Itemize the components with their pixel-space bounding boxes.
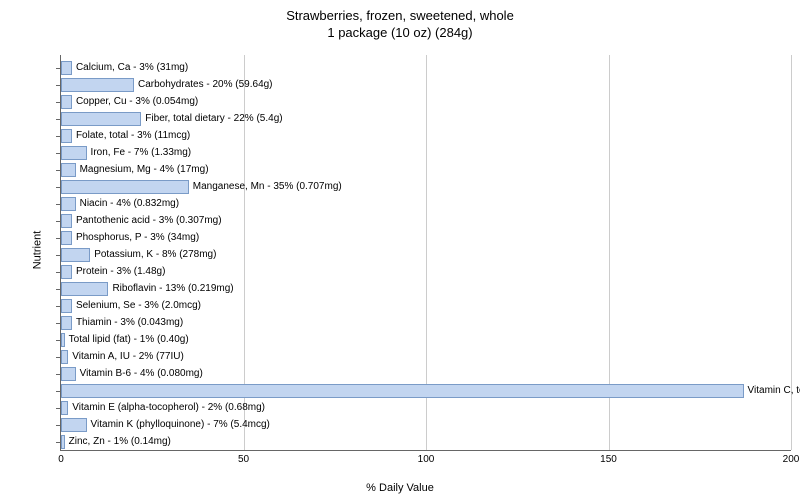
bar-label: Riboflavin - 13% (0.219mg) bbox=[112, 282, 233, 296]
bar-label: Phosphorus, P - 3% (34mg) bbox=[76, 231, 199, 245]
bar-label: Vitamin K (phylloquinone) - 7% (5.4mcg) bbox=[91, 418, 270, 432]
bar bbox=[61, 248, 90, 262]
x-tick-label: 0 bbox=[58, 454, 64, 465]
bar bbox=[61, 61, 72, 75]
bar-label: Calcium, Ca - 3% (31mg) bbox=[76, 61, 188, 75]
bar-label: Copper, Cu - 3% (0.054mg) bbox=[76, 95, 198, 109]
bar bbox=[61, 299, 72, 313]
bar bbox=[61, 350, 68, 364]
bar-label: Folate, total - 3% (11mcg) bbox=[76, 129, 190, 143]
x-tick-label: 100 bbox=[418, 454, 435, 465]
bar bbox=[61, 333, 65, 347]
bar-label: Total lipid (fat) - 1% (0.40g) bbox=[69, 333, 189, 347]
bar bbox=[61, 418, 87, 432]
bar bbox=[61, 214, 72, 228]
title-line-2: 1 package (10 oz) (284g) bbox=[327, 25, 472, 40]
bar-label: Potassium, K - 8% (278mg) bbox=[94, 248, 216, 262]
bar bbox=[61, 435, 65, 449]
bar bbox=[61, 316, 72, 330]
plot-area: 050100150200Calcium, Ca - 3% (31mg)Carbo… bbox=[60, 55, 791, 451]
bar bbox=[61, 78, 134, 92]
bar-label: Iron, Fe - 7% (1.33mg) bbox=[91, 146, 192, 160]
bar bbox=[61, 197, 76, 211]
bar bbox=[61, 384, 744, 398]
bar-label: Niacin - 4% (0.832mg) bbox=[80, 197, 179, 211]
bar-label: Manganese, Mn - 35% (0.707mg) bbox=[193, 180, 342, 194]
bar bbox=[61, 231, 72, 245]
bar-label: Zinc, Zn - 1% (0.14mg) bbox=[69, 435, 171, 449]
bar-label: Vitamin A, IU - 2% (77IU) bbox=[72, 350, 184, 364]
bar bbox=[61, 112, 141, 126]
x-tick-label: 50 bbox=[238, 454, 249, 465]
bar-label: Vitamin E (alpha-tocopherol) - 2% (0.68m… bbox=[72, 401, 265, 415]
bar bbox=[61, 367, 76, 381]
bar bbox=[61, 265, 72, 279]
title-line-1: Strawberries, frozen, sweetened, whole bbox=[286, 8, 514, 23]
bar bbox=[61, 146, 87, 160]
bar-label: Magnesium, Mg - 4% (17mg) bbox=[80, 163, 209, 177]
bar-label: Selenium, Se - 3% (2.0mcg) bbox=[76, 299, 201, 313]
chart-title: Strawberries, frozen, sweetened, whole 1… bbox=[0, 8, 800, 42]
bar bbox=[61, 163, 76, 177]
bar-label: Fiber, total dietary - 22% (5.4g) bbox=[145, 112, 282, 126]
bar-label: Vitamin C, total ascorbic acid - 187% (1… bbox=[748, 384, 800, 398]
bar bbox=[61, 95, 72, 109]
bar-label: Carbohydrates - 20% (59.64g) bbox=[138, 78, 273, 92]
bar bbox=[61, 180, 189, 194]
x-axis-label: % Daily Value bbox=[366, 482, 434, 494]
bar-label: Vitamin B-6 - 4% (0.080mg) bbox=[80, 367, 203, 381]
bar bbox=[61, 129, 72, 143]
x-tick-label: 150 bbox=[600, 454, 617, 465]
bar-label: Thiamin - 3% (0.043mg) bbox=[76, 316, 183, 330]
x-tick-label: 200 bbox=[783, 454, 800, 465]
bar-label: Protein - 3% (1.48g) bbox=[76, 265, 166, 279]
bar bbox=[61, 401, 68, 415]
bar-label: Pantothenic acid - 3% (0.307mg) bbox=[76, 214, 222, 228]
y-axis-label: Nutrient bbox=[31, 231, 43, 270]
bar bbox=[61, 282, 108, 296]
